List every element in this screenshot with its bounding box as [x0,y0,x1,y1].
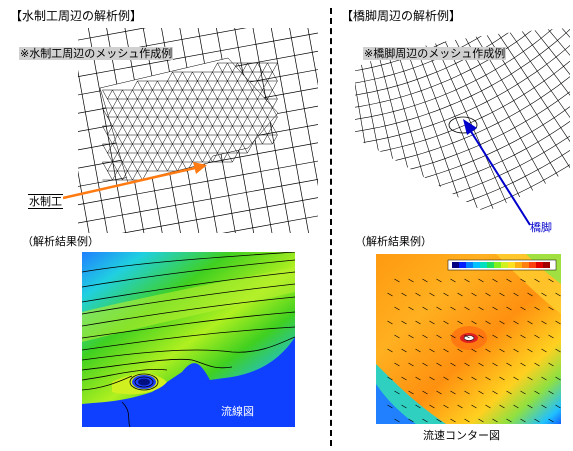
streamline-plot [82,252,295,427]
streamline-label: 流線図 [221,405,254,418]
right-result-heading: （解析結果例） [355,235,432,248]
left-mesh-figure [78,28,318,233]
left-result-heading: （解析結果例） [22,235,99,248]
right-mesh-caption: ※橋脚周辺のメッシュ作成例 [363,47,507,60]
left-section-title: 【水制工周辺の解析例】 [10,9,143,23]
left-pointer-label: 水制工 [28,194,63,209]
left-pointer-arrow [62,162,207,200]
right-pointer-label: 橋脚 [530,221,552,234]
left-mesh-caption: ※水制工周辺のメッシュ作成例 [19,47,174,60]
right-pointer-arrow [463,119,531,226]
velocity-contour-plot [376,254,561,424]
contour-label: 流速コンター図 [423,429,500,442]
right-section-title: 【橋脚周辺の解析例】 [341,9,462,23]
center-divider [330,8,332,446]
